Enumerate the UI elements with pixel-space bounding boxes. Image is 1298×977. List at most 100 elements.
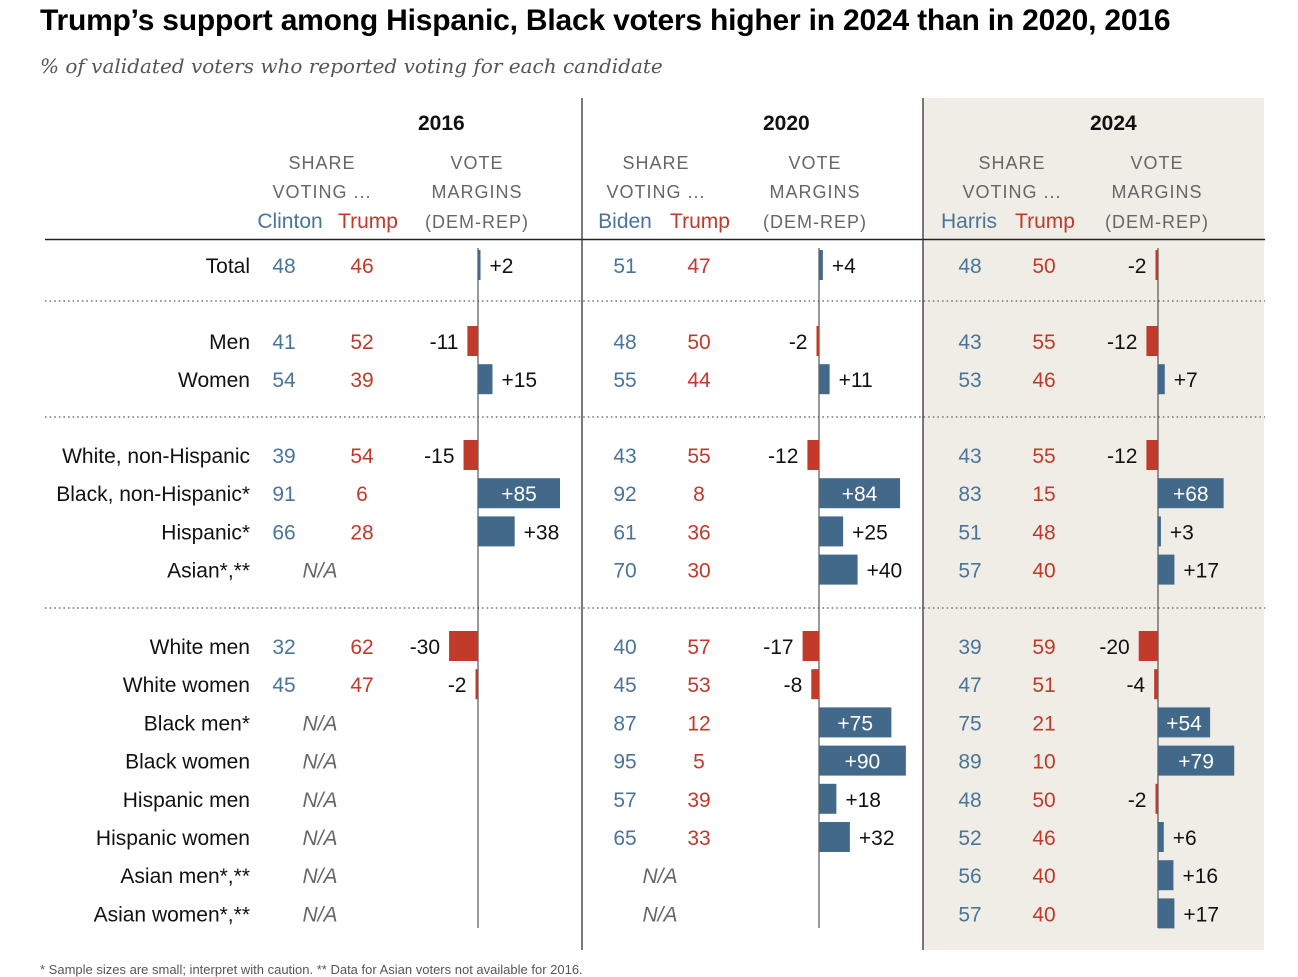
margin-bar [1158, 516, 1161, 547]
margin-label: -17 [763, 636, 793, 659]
rep-share-value: 46 [350, 255, 373, 278]
rep-share-value: 57 [687, 636, 710, 659]
margin-label: -12 [1107, 331, 1137, 354]
margin-bar [1158, 364, 1165, 395]
share-header-line1: SHARE [622, 153, 689, 173]
row-label-white-non-hispanic: White, non-Hispanic [62, 445, 250, 468]
margin-bar [819, 707, 892, 738]
dem-share-value: 51 [958, 521, 981, 544]
margin-label: +38 [524, 521, 560, 544]
rep-share-value: 55 [1032, 331, 1055, 354]
dem-share-value: 40 [613, 636, 636, 659]
margin-label: +16 [1182, 865, 1218, 888]
rep-share-value: 6 [356, 483, 368, 506]
dem-share-value: 39 [958, 636, 981, 659]
rep-share-value: 40 [1032, 865, 1055, 888]
dem-share-value: 43 [958, 331, 981, 354]
year-header-2024: 2024 [1090, 112, 1137, 135]
margin-label: -2 [448, 674, 467, 697]
dem-share-value: 52 [958, 827, 981, 850]
row-label-black-men: Black men* [144, 712, 250, 735]
row-label-men: Men [209, 331, 250, 354]
dem-share-value: 57 [958, 903, 981, 926]
margin-bar [1146, 440, 1158, 470]
margin-header-line2: MARGINS [1111, 182, 1202, 202]
dem-share-value: 41 [272, 331, 295, 354]
year-header-2020: 2020 [763, 112, 810, 135]
chart-subtitle: % of validated voters who reported votin… [40, 54, 663, 78]
margin-label: +3 [1170, 521, 1194, 544]
rep-share-value: 28 [350, 521, 373, 544]
margin-bar [1158, 478, 1224, 509]
row-label-asian-men: Asian men*,** [120, 865, 250, 888]
rep-share-value: 55 [687, 445, 710, 468]
dem-share-value: 92 [613, 483, 636, 506]
dem-share-value: 61 [613, 521, 636, 544]
margin-bar [449, 631, 478, 661]
dem-share-value: 43 [958, 445, 981, 468]
margin-label: +11 [839, 369, 873, 392]
margin-label: +6 [1173, 827, 1197, 850]
share-header-line1: SHARE [978, 153, 1045, 173]
dem-share-value: 32 [272, 636, 295, 659]
share-header-line2: VOTING ... [272, 182, 371, 202]
rep-share-value: 40 [1032, 560, 1055, 583]
row-label-asian-women: Asian women*,** [94, 903, 250, 926]
margin-label: +17 [1183, 560, 1219, 583]
row-label-total: Total [206, 255, 250, 278]
margin-bar [802, 631, 819, 661]
dem-share-value: 75 [958, 712, 981, 735]
dem-share-value: 54 [272, 369, 296, 392]
margin-label: -4 [1126, 674, 1145, 697]
margin-label: -12 [1107, 445, 1137, 468]
margin-bar [1158, 707, 1211, 738]
dem-share-value: 48 [272, 255, 295, 278]
margin-label: -2 [1128, 789, 1147, 812]
candidate-header-trump-2024: Trump [1015, 210, 1075, 233]
rep-share-value: 21 [1032, 712, 1055, 735]
margin-label: +85 [501, 483, 537, 506]
rep-share-value: 39 [350, 369, 373, 392]
dem-share-value: 66 [272, 521, 295, 544]
row-label-women: Women [178, 369, 250, 392]
margin-bar [819, 364, 830, 395]
margin-header-line1: VOTE [450, 153, 503, 173]
margin-label: +25 [852, 521, 888, 544]
rep-share-value: 53 [687, 674, 710, 697]
margin-label: -11 [430, 331, 459, 354]
rep-share-value: 44 [687, 369, 711, 392]
rep-share-value: 39 [687, 789, 710, 812]
margin-label: +7 [1174, 369, 1198, 392]
year-header-2016: 2016 [418, 112, 465, 135]
rep-share-value: 12 [687, 712, 710, 735]
margin-bar [819, 478, 901, 509]
row-label-asian: Asian*,** [167, 560, 250, 583]
dem-share-value: 48 [958, 255, 981, 278]
margin-header-line1: VOTE [1130, 153, 1183, 173]
margin-label: +79 [1178, 751, 1214, 774]
dem-share-value: 53 [958, 369, 981, 392]
rep-share-value: 46 [1032, 369, 1055, 392]
margin-header-line3: (DEM-REP) [763, 212, 867, 232]
rep-share-value: 5 [693, 751, 705, 774]
margin-bar [816, 326, 819, 356]
margin-label: +54 [1166, 712, 1202, 735]
rep-share-value: 15 [1032, 483, 1055, 506]
rep-share-value: 30 [687, 560, 710, 583]
na-value: N/A [302, 827, 337, 850]
margin-bar [1158, 860, 1174, 891]
margin-bar [478, 250, 481, 280]
dem-share-value: 48 [613, 331, 636, 354]
na-value: N/A [302, 903, 337, 926]
dem-share-value: 56 [958, 865, 981, 888]
margin-bar [819, 822, 850, 852]
margin-bar [478, 478, 561, 509]
margin-header-line1: VOTE [788, 153, 841, 173]
margin-bar [807, 440, 819, 470]
row-label-hispanic-women: Hispanic women [96, 827, 250, 850]
margin-label: +40 [867, 560, 903, 583]
rep-share-value: 50 [687, 331, 710, 354]
dem-share-value: 47 [958, 674, 981, 697]
dem-share-value: 45 [272, 674, 295, 697]
